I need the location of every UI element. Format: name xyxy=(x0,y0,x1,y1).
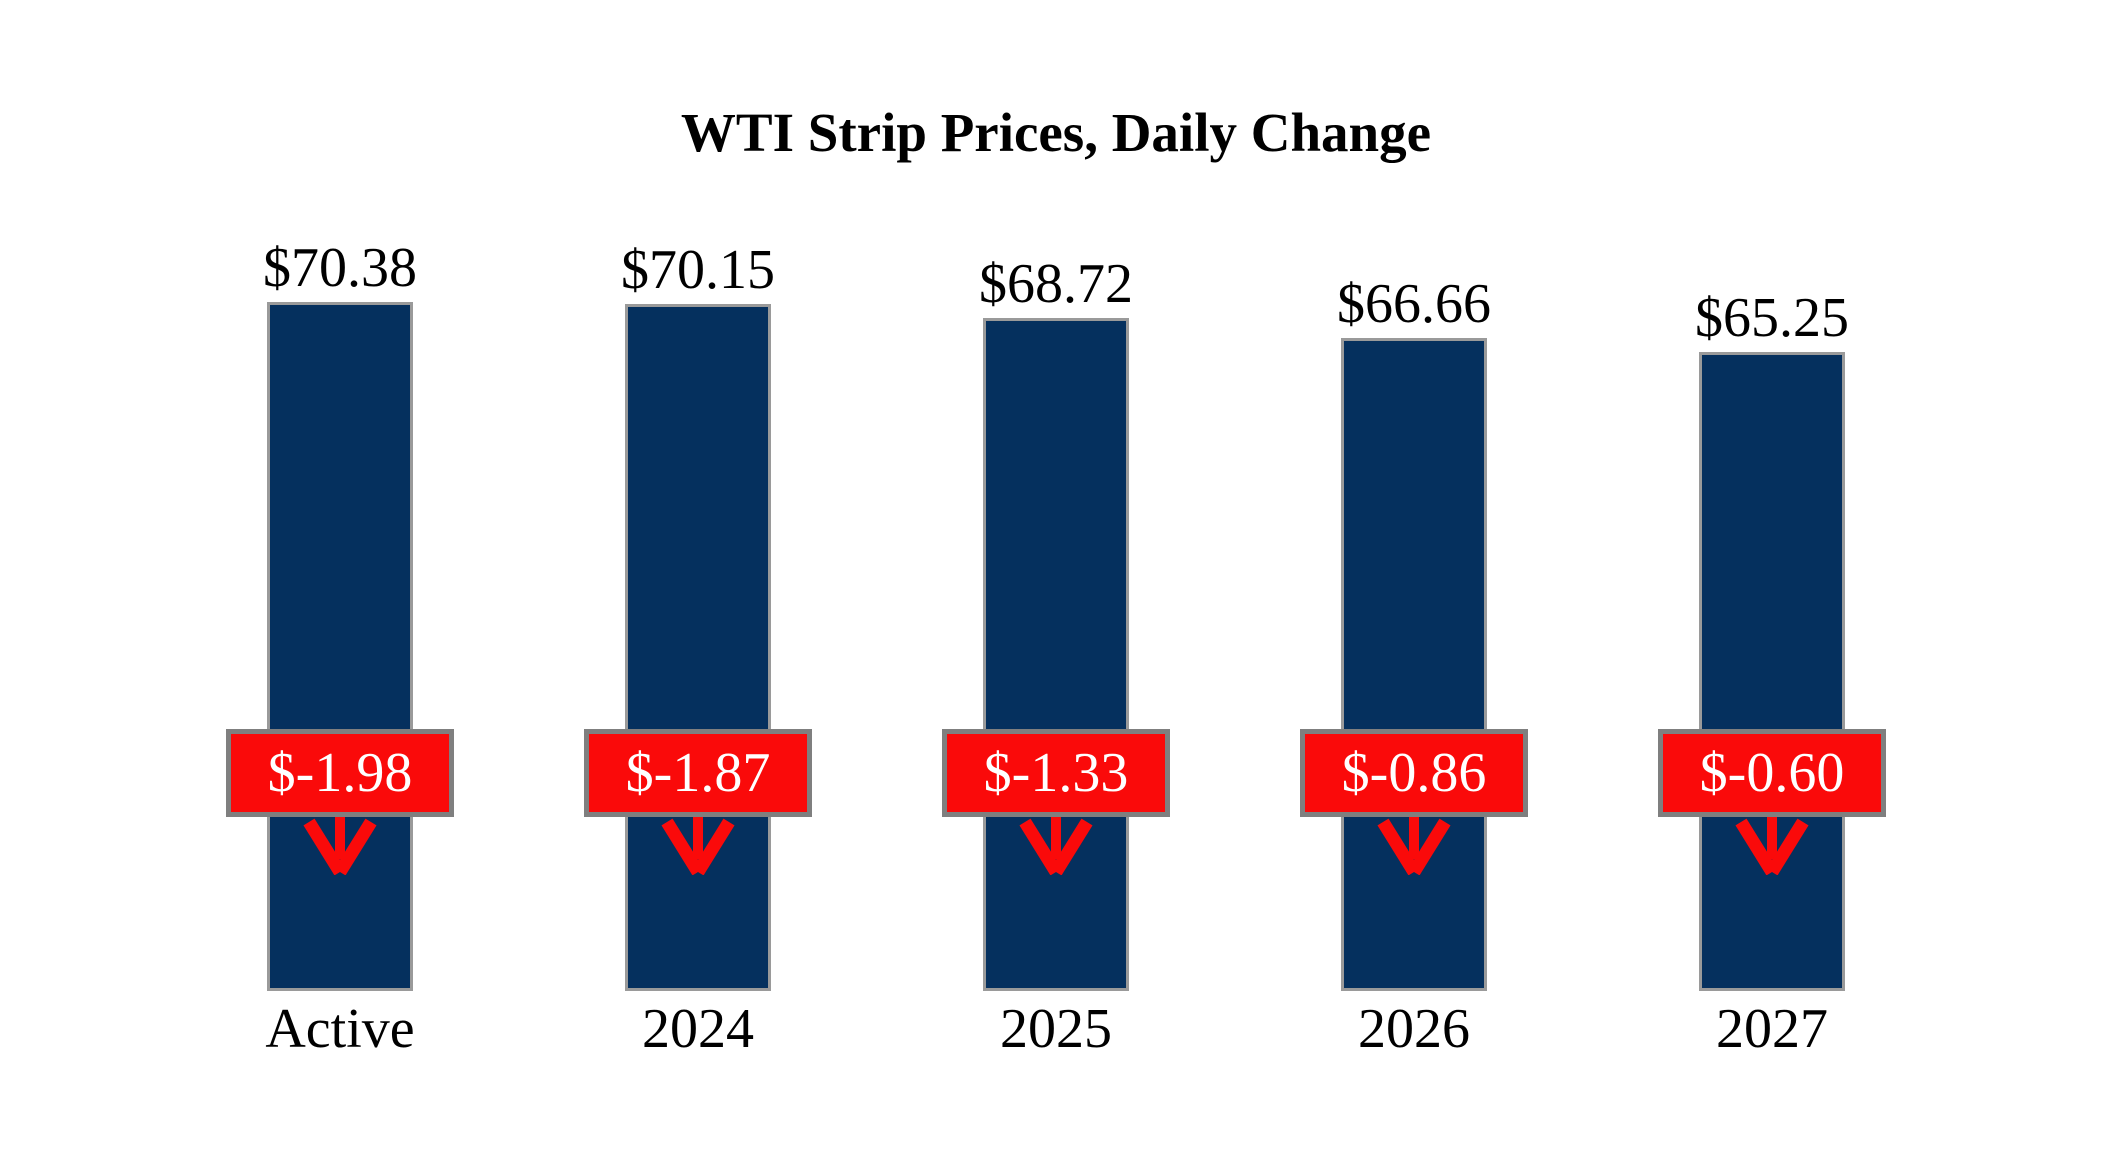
daily-change-value: $-1.98 xyxy=(267,742,413,804)
bar-value-label: $70.15 xyxy=(621,239,775,301)
category-label: 2024 xyxy=(642,998,754,1060)
daily-change-badge: $-1.87 xyxy=(584,729,812,817)
price-bar xyxy=(625,304,771,991)
daily-change-badge: $-1.98 xyxy=(226,729,454,817)
bar-value-label: $66.66 xyxy=(1337,273,1491,335)
daily-change-value: $-0.86 xyxy=(1341,742,1487,804)
down-arrow-icon xyxy=(661,817,735,875)
daily-change-value: $-0.60 xyxy=(1699,742,1845,804)
bar-value-label: $65.25 xyxy=(1695,287,1849,349)
down-arrow-icon xyxy=(1735,817,1809,875)
bar-value-label: $68.72 xyxy=(979,253,1133,315)
daily-change-badge: $-0.86 xyxy=(1300,729,1528,817)
down-arrow-icon xyxy=(1377,817,1451,875)
daily-change-value: $-1.33 xyxy=(983,742,1129,804)
price-bar xyxy=(1699,352,1845,991)
down-arrow-icon xyxy=(1019,817,1093,875)
daily-change-badge: $-1.33 xyxy=(942,729,1170,817)
down-arrow-icon xyxy=(303,817,377,875)
price-bar xyxy=(1341,338,1487,991)
price-bar xyxy=(267,302,413,991)
price-bar xyxy=(983,318,1129,991)
daily-change-badge: $-0.60 xyxy=(1658,729,1886,817)
daily-change-value: $-1.87 xyxy=(625,742,771,804)
category-label: Active xyxy=(265,998,415,1060)
category-label: 2026 xyxy=(1358,998,1470,1060)
category-label: 2025 xyxy=(1000,998,1112,1060)
bar-value-label: $70.38 xyxy=(263,237,417,299)
chart-title: WTI Strip Prices, Daily Change xyxy=(680,102,1432,163)
category-label: 2027 xyxy=(1716,998,1828,1060)
